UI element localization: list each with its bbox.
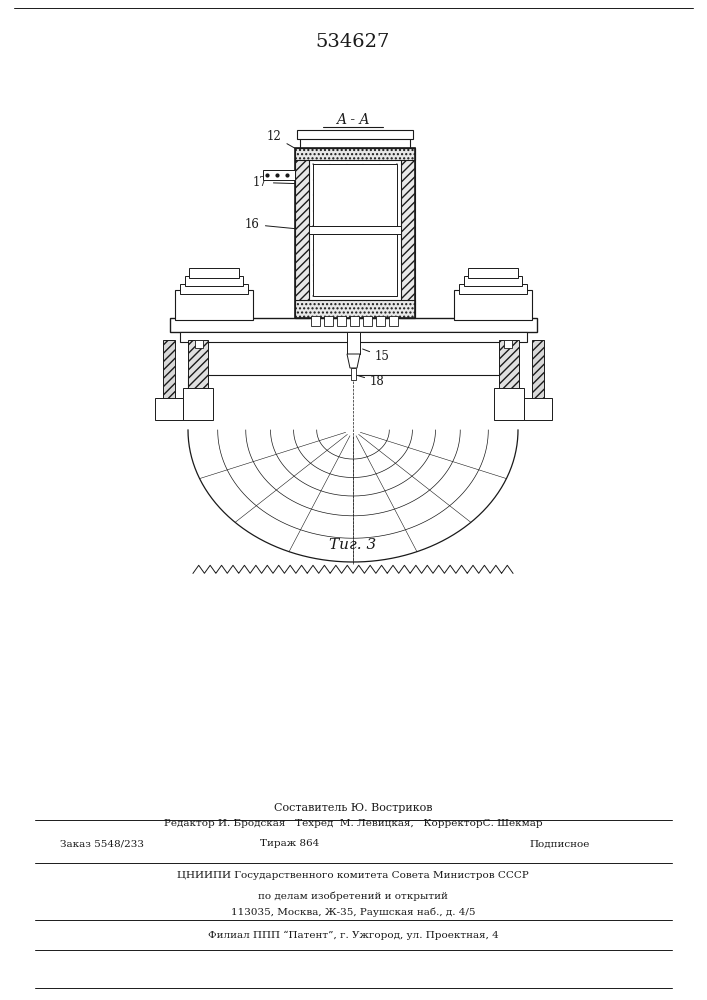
Text: 113035, Москва, Ж-35, Раушская наб., д. 4/5: 113035, Москва, Ж-35, Раушская наб., д. … [230,907,475,917]
Text: A - A: A - A [337,113,370,127]
Text: по делам изобретений и открытий: по делам изобретений и открытий [258,891,448,901]
Bar [297,130,413,139]
Bar [309,226,401,234]
Bar [183,388,213,420]
Bar [163,340,175,400]
Text: 17: 17 [253,176,306,189]
Bar [189,268,239,278]
Text: ЦНИИПИ Государственного комитета Совета Министров СССР: ЦНИИПИ Государственного комитета Совета … [177,871,529,880]
Bar [401,148,415,318]
Bar [363,316,372,326]
Bar [185,276,243,286]
Text: Редактор И. Бродская   Техред  М. Левицкая,   КорректорС. Шекмар: Редактор И. Бродская Техред М. Левицкая,… [164,820,542,828]
Text: Составитель Ю. Востриков: Составитель Ю. Востриков [274,803,432,813]
Bar [459,284,527,294]
Bar [180,332,527,342]
Bar [263,170,295,180]
Bar [347,332,360,354]
Bar [464,276,522,286]
Bar [350,316,359,326]
Bar [311,316,320,326]
Bar [175,290,253,320]
Text: 16: 16 [245,218,306,231]
Text: 534627: 534627 [316,33,390,51]
Bar [494,388,524,420]
Text: Τиг. 3: Τиг. 3 [329,538,377,552]
Bar [295,148,415,160]
Bar [376,316,385,326]
Bar [454,290,532,320]
Bar [295,148,309,318]
Text: Филиал ППП “Патент”, г. Ужгород, ул. Проектная, 4: Филиал ППП “Патент”, г. Ужгород, ул. Про… [208,930,498,940]
Polygon shape [347,354,360,368]
Bar [389,316,398,326]
Text: Тираж 864: Тираж 864 [260,840,320,848]
Text: 12: 12 [267,130,303,153]
Text: 15: 15 [363,349,390,363]
Bar [504,340,512,348]
Bar [499,340,519,390]
Bar [337,316,346,326]
Bar [524,398,552,420]
Bar [324,316,333,326]
Text: Заказ 5548/233: Заказ 5548/233 [60,840,144,848]
Bar [170,318,537,332]
Text: Подписное: Подписное [530,840,590,848]
Bar [295,300,415,318]
Bar [468,268,518,278]
Bar [313,164,397,226]
Bar [180,284,248,294]
Bar [295,148,415,318]
Bar [195,340,203,348]
Bar [300,138,410,148]
Bar [188,340,208,390]
Bar [532,340,544,400]
Bar [155,398,183,420]
Text: 18: 18 [358,375,385,388]
Bar [313,234,397,296]
Bar [351,368,356,380]
